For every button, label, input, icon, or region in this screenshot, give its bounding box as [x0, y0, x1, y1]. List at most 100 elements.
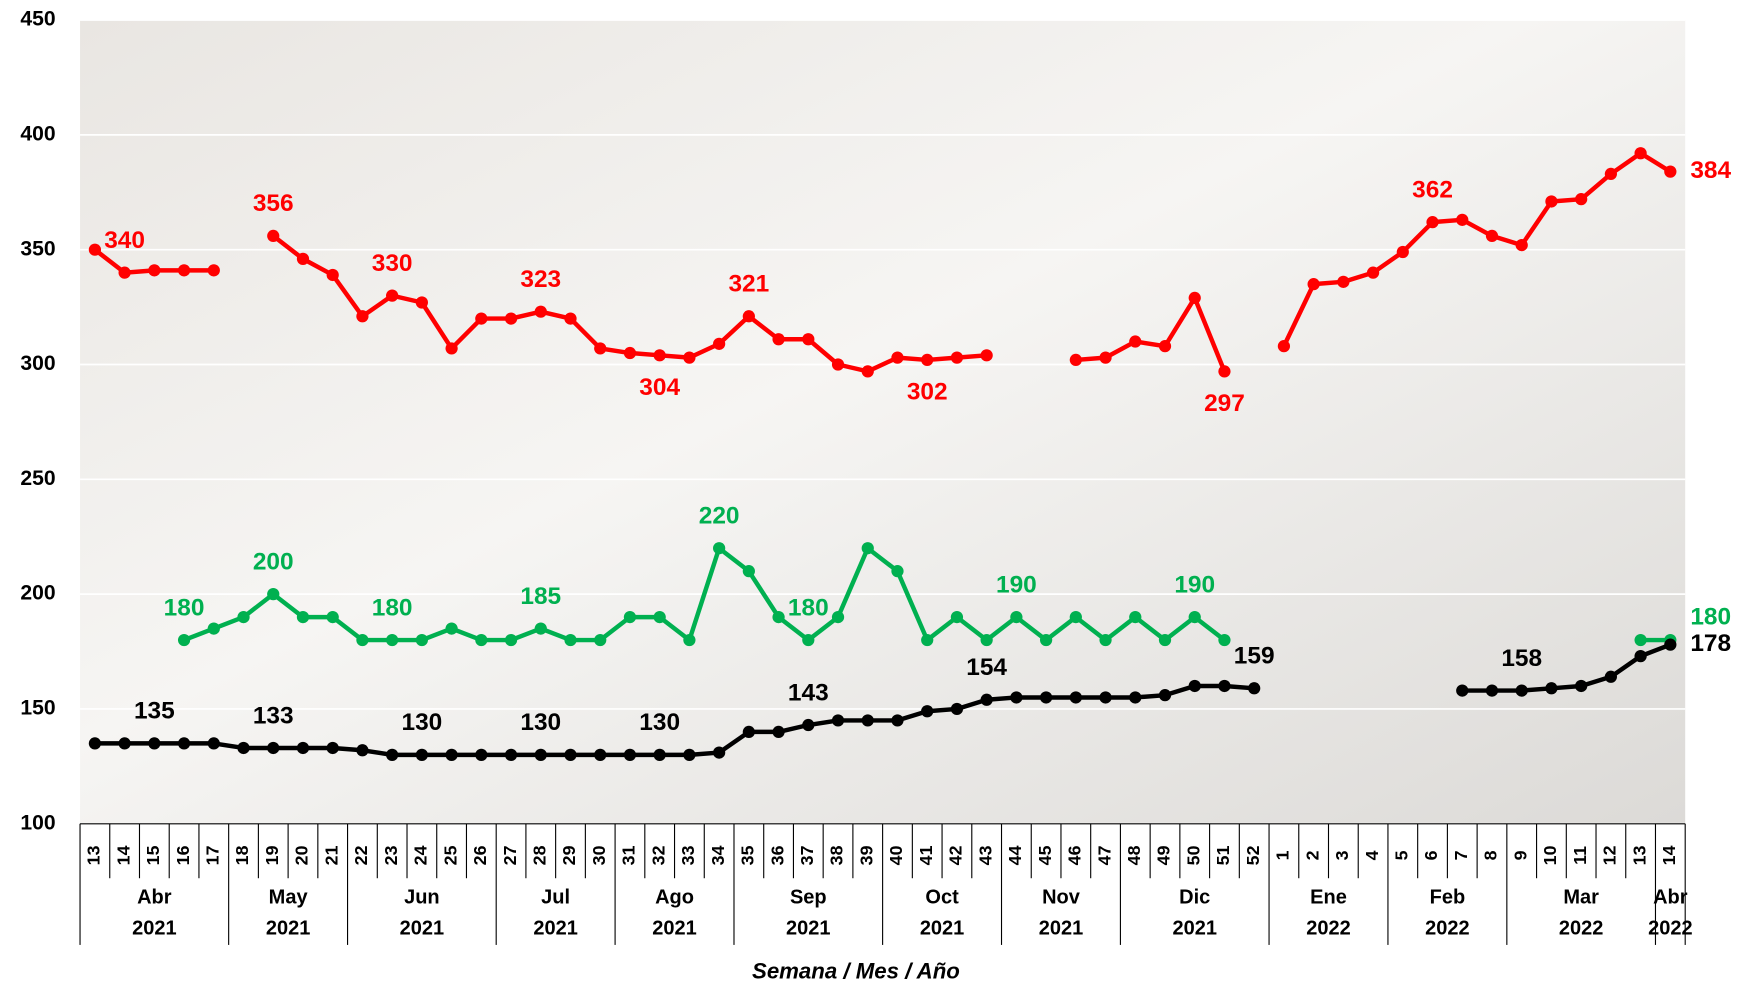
x-tick-label: 40 — [886, 845, 906, 865]
x-tick-label: 4 — [1362, 850, 1382, 860]
data-point — [504, 748, 518, 761]
y-tick-label: 100 — [20, 811, 55, 834]
x-tick-label: 25 — [440, 845, 460, 865]
data-point — [326, 268, 339, 282]
data-point — [267, 229, 280, 243]
x-tick-label: 51 — [1213, 845, 1233, 865]
x-tick-label: 44 — [1005, 845, 1025, 865]
data-point — [1277, 340, 1291, 353]
data-point — [594, 633, 607, 647]
data-point — [950, 610, 964, 624]
data-point — [177, 737, 191, 750]
data-point — [475, 312, 488, 325]
data-point — [1456, 684, 1469, 697]
data-point — [1099, 633, 1112, 647]
data-point — [564, 312, 577, 325]
data-point — [1099, 351, 1112, 364]
x-tick-label: 13 — [1629, 845, 1649, 865]
data-point — [1545, 682, 1558, 695]
data-point — [296, 610, 310, 624]
x-tick-label: 48 — [1124, 845, 1144, 865]
data-point — [1604, 167, 1617, 181]
data-point — [1010, 610, 1023, 624]
data-point — [415, 296, 428, 309]
data-point — [742, 565, 755, 578]
plot-background — [80, 20, 1686, 824]
data-label: 190 — [996, 571, 1037, 598]
data-point — [921, 633, 934, 647]
data-point — [1485, 229, 1499, 243]
x-tick-label: 29 — [559, 845, 579, 865]
data-point — [177, 264, 191, 277]
x-year-label: 2021 — [1039, 918, 1084, 940]
y-tick-label: 200 — [20, 582, 55, 605]
data-point — [831, 358, 845, 371]
x-month-label: Ene — [1310, 887, 1347, 909]
data-point — [1069, 610, 1082, 624]
data-point — [207, 622, 220, 635]
data-label: 130 — [520, 709, 561, 736]
x-year-label: 2021 — [1172, 918, 1216, 940]
x-year-label: 2021 — [132, 918, 177, 940]
data-point — [1575, 193, 1588, 206]
x-tick-label: 36 — [767, 845, 787, 865]
data-point — [207, 737, 220, 750]
data-label: 185 — [520, 583, 561, 610]
x-tick-label: 41 — [916, 845, 936, 865]
data-point — [1545, 195, 1558, 208]
data-point — [1575, 679, 1588, 693]
y-tick-label: 250 — [20, 467, 55, 490]
x-month-label: May — [269, 887, 309, 909]
x-tick-label: 34 — [708, 845, 728, 865]
x-tick-label: 49 — [1154, 845, 1174, 865]
data-label: 356 — [253, 190, 294, 217]
data-point — [1634, 147, 1647, 160]
y-tick-label: 450 — [20, 8, 55, 31]
data-point — [1158, 340, 1172, 353]
data-label: 321 — [728, 271, 769, 298]
data-point — [356, 633, 369, 647]
x-tick-label: 19 — [262, 845, 282, 865]
data-point — [88, 243, 102, 256]
data-point — [237, 610, 250, 624]
data-point — [1664, 638, 1677, 651]
data-label: 304 — [639, 374, 680, 401]
data-label: 135 — [134, 698, 175, 725]
x-tick-label: 3 — [1332, 850, 1352, 860]
x-month-label: Jun — [404, 887, 440, 909]
data-point — [683, 351, 696, 364]
data-point — [683, 748, 696, 761]
data-point — [772, 610, 785, 624]
data-point — [267, 588, 280, 601]
data-point — [950, 351, 964, 364]
data-point — [921, 705, 934, 718]
x-axis-title: Semana / Mes / Año — [752, 959, 960, 984]
data-point — [980, 633, 993, 647]
data-point — [1158, 689, 1172, 702]
x-tick-label: 21 — [321, 845, 341, 865]
x-month-label: Feb — [1430, 887, 1466, 909]
data-point — [118, 737, 131, 750]
x-year-label: 2022 — [1425, 918, 1470, 940]
x-tick-label: 9 — [1510, 850, 1530, 860]
data-point — [415, 633, 428, 647]
data-point — [386, 748, 399, 761]
x-tick-label: 32 — [648, 845, 668, 865]
x-tick-label: 50 — [1183, 845, 1203, 865]
data-point — [1188, 291, 1201, 305]
data-point — [445, 342, 458, 355]
x-month-label: Nov — [1042, 887, 1081, 909]
data-point — [1366, 266, 1380, 279]
data-point — [1039, 691, 1053, 704]
y-tick-label: 400 — [20, 122, 55, 145]
x-tick-label: 31 — [619, 845, 639, 865]
data-point — [921, 353, 934, 367]
data-point — [1099, 691, 1112, 704]
data-point — [831, 714, 845, 727]
x-tick-label: 37 — [797, 845, 817, 865]
data-label: 200 — [253, 548, 294, 575]
data-label: 180 — [164, 594, 205, 621]
x-tick-label: 14 — [113, 845, 133, 865]
data-point — [1485, 684, 1499, 697]
data-label: 330 — [372, 250, 413, 277]
